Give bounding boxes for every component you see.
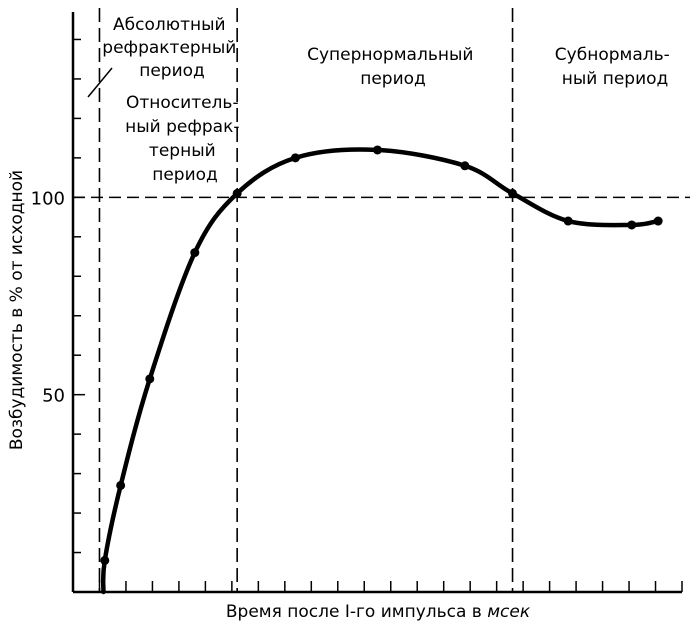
period-label-relative-refractory: Относитель- ный рефрак- терный период — [125, 93, 245, 185]
period-boundaries — [98, 8, 514, 592]
data-point — [232, 188, 242, 198]
data-point — [100, 555, 110, 565]
data-point — [653, 216, 663, 226]
data-point — [373, 145, 382, 155]
data-point — [190, 248, 200, 258]
data-point — [116, 480, 126, 490]
data-point — [627, 220, 637, 230]
period-label-absolute-refractory: Абсолютный рефрактерный период — [102, 15, 241, 81]
y-tick-label: 50 — [42, 386, 65, 407]
x-axis-label: Время после I-го импульса в мсек — [226, 602, 531, 622]
data-point — [145, 374, 155, 384]
x-axis-ticks — [72, 581, 683, 592]
y-tick-label: 100 — [31, 188, 65, 209]
data-point — [290, 153, 300, 163]
period-label-subnormal: Субнормаль- ный период — [555, 45, 675, 89]
y-axis-ticks: 50 100 — [31, 38, 85, 554]
y-axis-label: Возбудимость в % от исходной — [7, 170, 27, 450]
data-point — [508, 188, 518, 198]
data-point — [460, 161, 470, 171]
absolute-refractory-pointer — [87, 67, 113, 98]
period-label-supernormal: Супернормальный период — [307, 45, 479, 89]
excitability-curve — [100, 147, 661, 595]
data-points — [100, 145, 663, 565]
data-point — [563, 216, 573, 226]
plot-area: 50 100 Абсолютный рефрактерный период Отн… — [31, 8, 690, 595]
